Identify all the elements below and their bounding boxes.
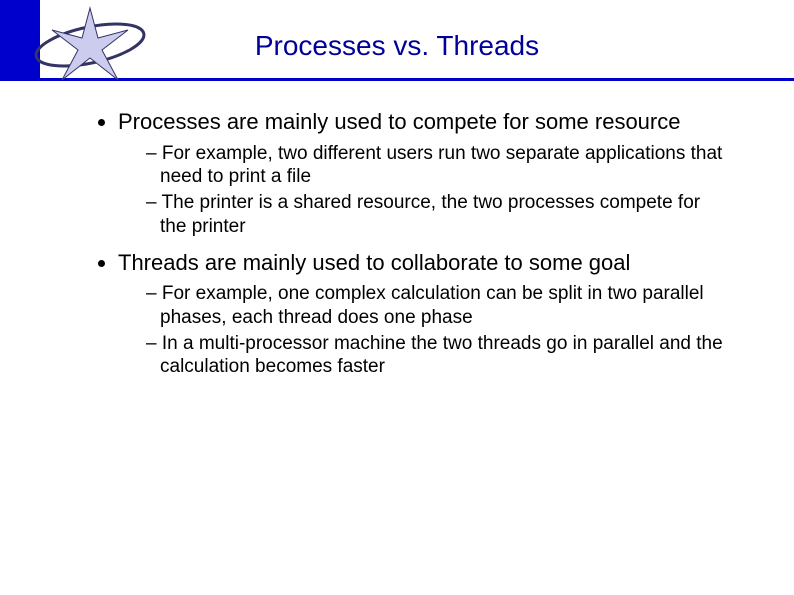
slide-title: Processes vs. Threads [0, 30, 794, 62]
bullet-list: Processes are mainly used to compete for… [90, 108, 730, 379]
bullet-item: Processes are mainly used to compete for… [118, 108, 730, 239]
bullet-text: Threads are mainly used to collaborate t… [118, 250, 630, 275]
sub-list: For example, one complex calculation can… [118, 282, 730, 379]
sub-item: For example, one complex calculation can… [146, 282, 730, 330]
sub-item: In a multi-processor machine the two thr… [146, 332, 730, 380]
sub-item: The printer is a shared resource, the tw… [146, 191, 730, 239]
bullet-item: Threads are mainly used to collaborate t… [118, 249, 730, 380]
slide-content: Processes are mainly used to compete for… [90, 108, 730, 389]
bullet-text: Processes are mainly used to compete for… [118, 109, 680, 134]
slide: Processes vs. Threads Processes are main… [0, 0, 794, 595]
sub-item: For example, two different users run two… [146, 142, 730, 190]
sub-list: For example, two different users run two… [118, 142, 730, 239]
